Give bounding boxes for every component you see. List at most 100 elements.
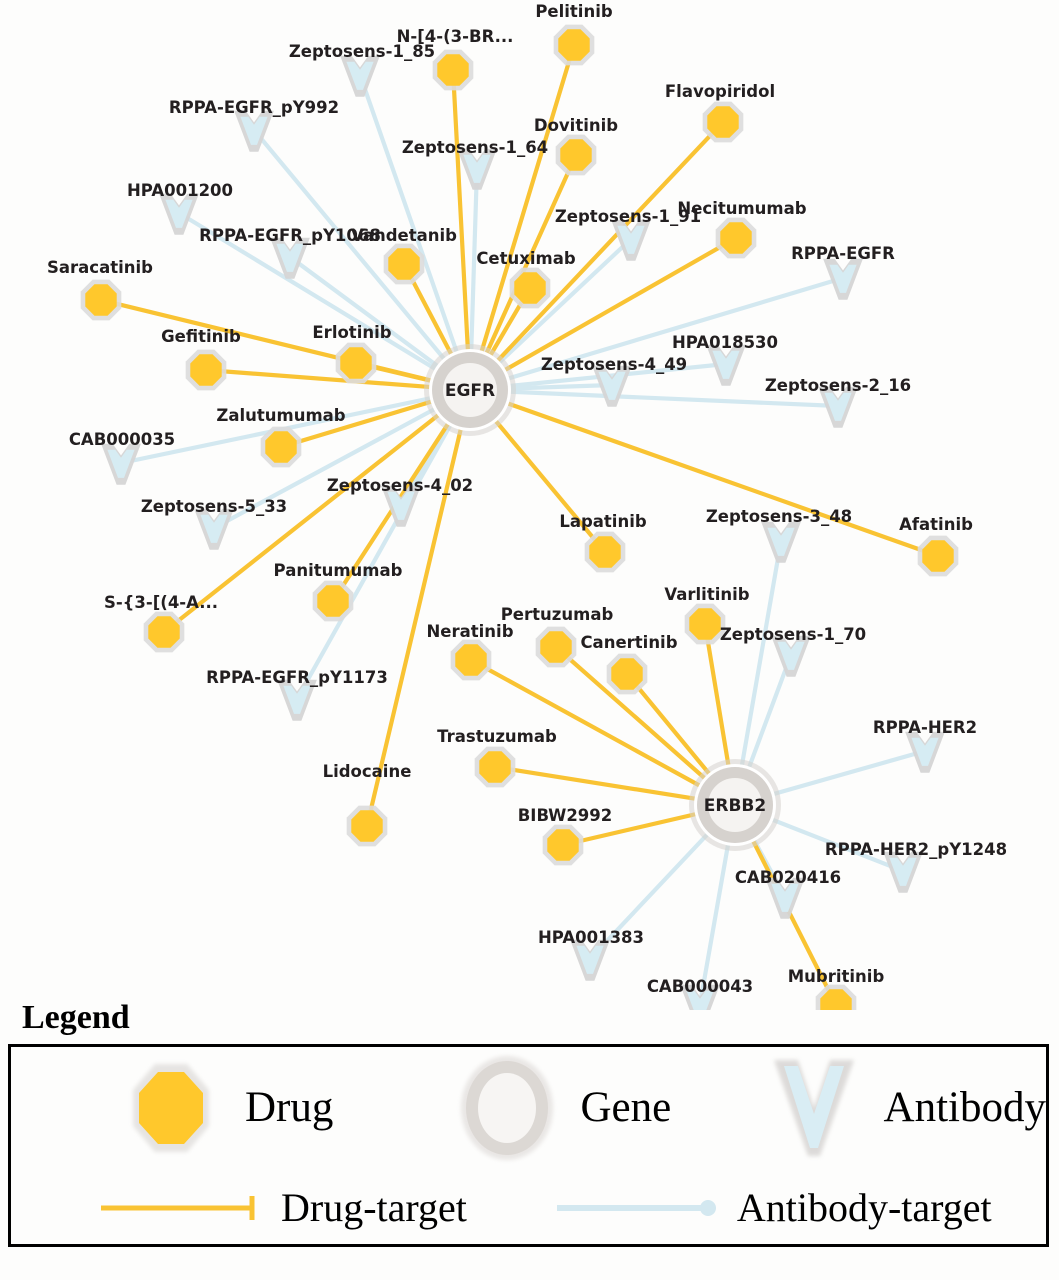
- drug-node-label: Cetuximab: [476, 249, 576, 268]
- antibody-node[interactable]: [680, 984, 720, 1010]
- antibody-node[interactable]: [277, 679, 317, 721]
- gene-ring-icon: [461, 1055, 554, 1160]
- edge-drug: [560, 808, 712, 848]
- antibody-node[interactable]: [823, 258, 863, 300]
- legend-label-drug: Drug: [245, 1084, 334, 1132]
- edge-drug: [490, 235, 739, 380]
- edge-drug: [161, 404, 452, 635]
- edge-antibody: [757, 812, 906, 874]
- antibody-node[interactable]: [340, 55, 380, 97]
- edge-drug: [624, 671, 721, 788]
- antibody-node-label: Zeptosens-2_16: [765, 376, 911, 395]
- drug-node[interactable]: [555, 134, 597, 176]
- network-diagram[interactable]: Zeptosens-1_85 RPPA-EGFR_pY992 Zeptosens-1…: [0, 0, 1059, 1010]
- drug-node-label: Gefitinib: [161, 327, 241, 346]
- edge-drug: [468, 657, 715, 795]
- edge-antibody: [587, 821, 720, 962]
- network-svg[interactable]: Zeptosens-1_85 RPPA-EGFR_pY992 Zeptosens-1…: [0, 0, 1059, 1010]
- antibody-node-label: Zeptosens-4_02: [327, 476, 473, 495]
- drug-node-label: Zalutumumab: [216, 406, 345, 425]
- legend-shapes-row: Drug Gene Ant: [11, 1047, 1046, 1169]
- antibody-node[interactable]: [457, 148, 497, 190]
- drug-node[interactable]: [535, 626, 577, 668]
- drug-node[interactable]: [542, 824, 584, 866]
- drug-node[interactable]: [432, 49, 474, 91]
- legend-label-antibody: Antibody: [883, 1084, 1046, 1132]
- antibody-node[interactable]: [905, 731, 945, 773]
- drug-node[interactable]: [553, 24, 595, 66]
- antibody-node[interactable]: [159, 193, 199, 235]
- antibody-node-label: RPPA-HER2: [873, 718, 977, 737]
- edge-drug: [475, 42, 577, 368]
- legend-item-antibody-target: Antibody-target: [553, 1187, 992, 1228]
- antibody-node[interactable]: [592, 365, 632, 407]
- legend-box: Drug Gene Ant: [8, 1043, 1049, 1247]
- drug-node[interactable]: [684, 603, 726, 645]
- drug-node-label: Neratinib: [426, 622, 513, 641]
- antibody-node[interactable]: [101, 443, 141, 485]
- gene-node-egfr[interactable]: [424, 344, 516, 436]
- antibody-node-label: Zeptosens-3_48: [706, 507, 852, 526]
- gene-node-label: ERBB2: [704, 796, 766, 816]
- edge-drug: [484, 407, 608, 555]
- edge-antibody: [741, 652, 794, 783]
- antibody-node[interactable]: [883, 851, 923, 893]
- antibody-node-label: Zeptosens-1_91: [555, 207, 701, 226]
- drug-node[interactable]: [702, 101, 744, 143]
- antibody-node[interactable]: [234, 110, 274, 152]
- antibody-node[interactable]: [194, 508, 234, 550]
- drug-node[interactable]: [335, 342, 377, 384]
- drug-node-label: Pelitinib: [535, 2, 613, 21]
- drug-node[interactable]: [715, 217, 757, 259]
- drug-node[interactable]: [312, 580, 354, 622]
- drug-node[interactable]: [606, 653, 648, 695]
- antibody-node[interactable]: [765, 877, 805, 919]
- antibody-node[interactable]: [706, 344, 746, 386]
- edge-drug: [492, 764, 712, 804]
- antibody-node[interactable]: [771, 635, 811, 677]
- nodes-layer[interactable]: [80, 24, 959, 1010]
- drug-node[interactable]: [383, 243, 425, 285]
- drug-node[interactable]: [185, 349, 227, 391]
- drug-node[interactable]: [917, 535, 959, 577]
- antibody-node[interactable]: [818, 386, 858, 428]
- gene-node-erbb2[interactable]: [689, 759, 781, 851]
- antibody-node-label: Zeptosens-5_33: [141, 497, 287, 516]
- drug-node-label: Afatinib: [899, 515, 973, 534]
- edge-drug: [553, 644, 718, 790]
- edge-drug: [485, 119, 726, 374]
- legend-label-gene: Gene: [580, 1084, 672, 1132]
- drug-node-label: Erlotinib: [312, 323, 391, 342]
- drug-node[interactable]: [509, 267, 551, 309]
- edge-antibody: [468, 165, 480, 367]
- edge-drug: [702, 621, 733, 782]
- drug-node[interactable]: [80, 279, 122, 321]
- antibody-node[interactable]: [761, 521, 801, 563]
- drug-node-label: Varlitinib: [664, 585, 749, 604]
- antibody-node[interactable]: [270, 237, 310, 279]
- edge-drug: [364, 413, 467, 829]
- drug-node[interactable]: [143, 611, 185, 653]
- drug-node[interactable]: [346, 805, 388, 847]
- antibody-node-label: CAB000035: [69, 430, 175, 449]
- antibody-node[interactable]: [611, 219, 651, 261]
- drug-node[interactable]: [474, 746, 516, 788]
- edge-antibody: [737, 538, 784, 782]
- drug-node[interactable]: [584, 531, 626, 573]
- edge-antibody: [211, 400, 450, 531]
- antibody-node[interactable]: [570, 939, 610, 981]
- antibody-node-label: RPPA-EGFR_pY1173: [206, 668, 388, 687]
- edge-antibody: [493, 361, 729, 390]
- edge-antibody: [492, 275, 846, 385]
- antibody-node-label: HPA018530: [672, 333, 778, 352]
- drug-node[interactable]: [260, 426, 302, 468]
- edge-antibody: [287, 254, 452, 377]
- edge-drug: [278, 395, 448, 450]
- drug-node[interactable]: [815, 984, 857, 1010]
- antibody-node-label: RPPA-HER2_pY1248: [825, 840, 1007, 859]
- antibody-node[interactable]: [381, 485, 421, 527]
- drug-node[interactable]: [450, 639, 492, 681]
- drug-node-label: Mubritinib: [788, 967, 885, 986]
- edge-antibody: [757, 748, 928, 800]
